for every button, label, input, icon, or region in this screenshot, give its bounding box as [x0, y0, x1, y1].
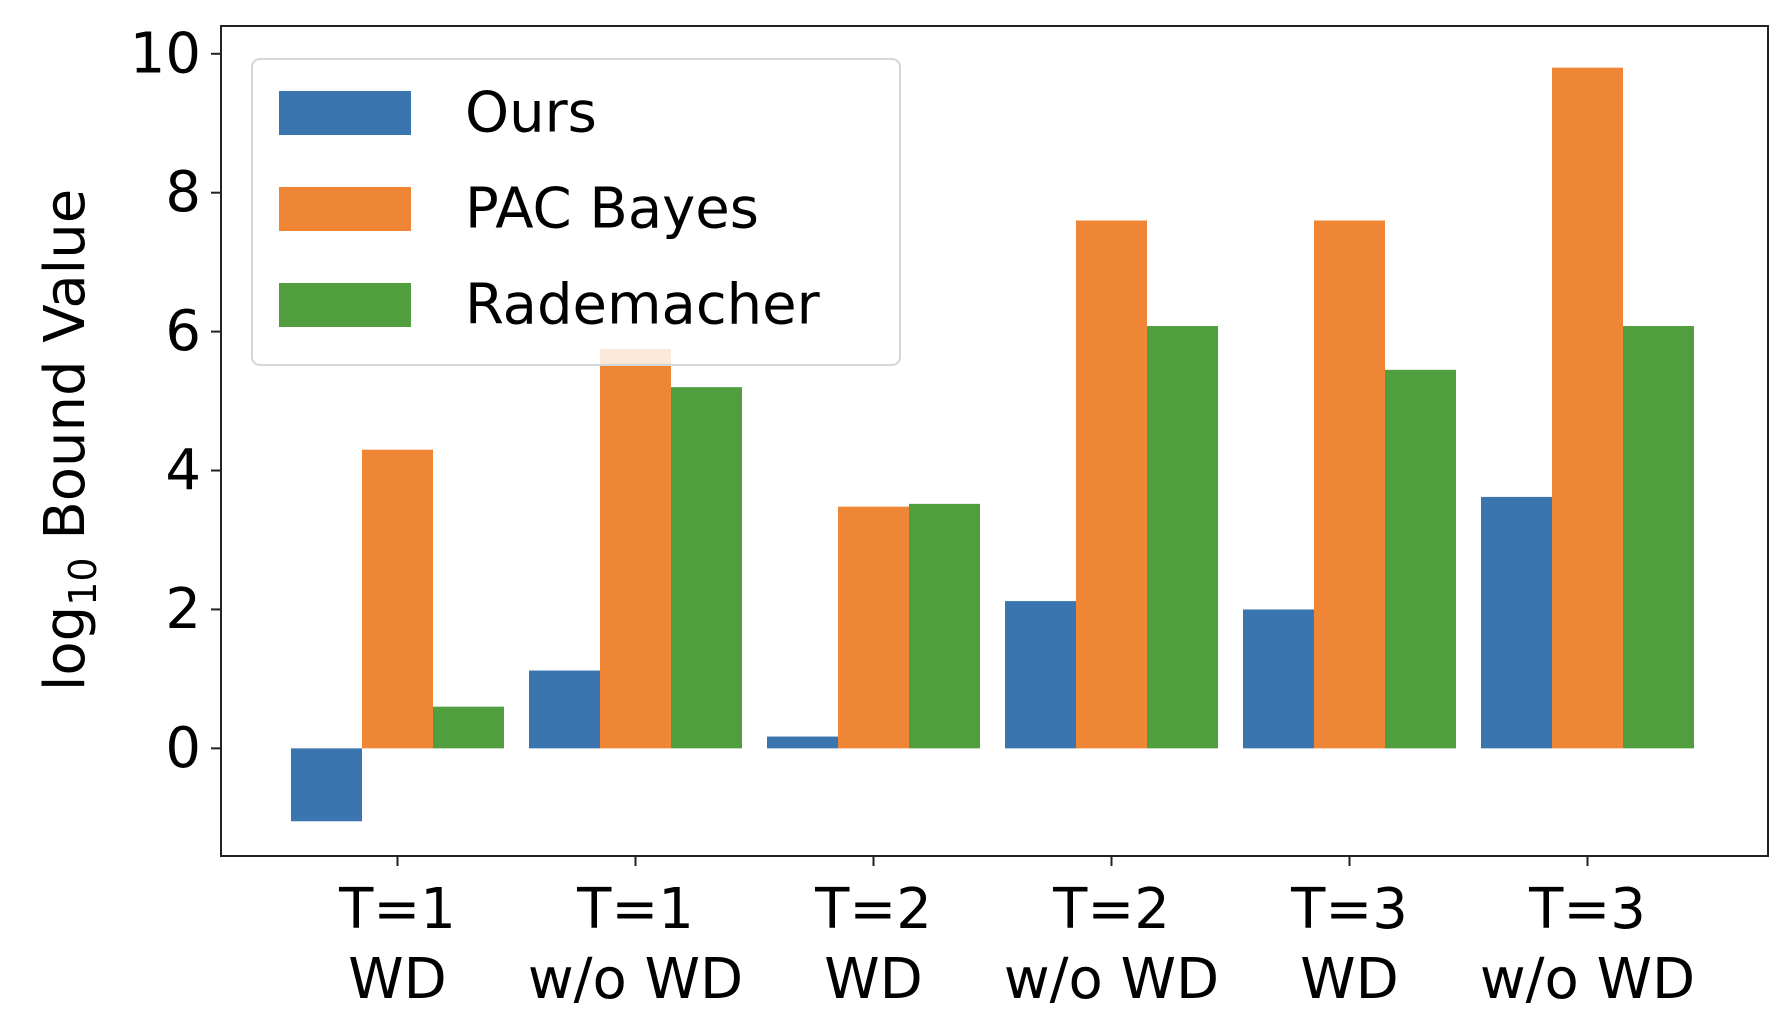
x-tick-label: WD — [1300, 947, 1399, 1012]
legend: Ours PAC Bayes Rademacher — [251, 58, 901, 366]
x-tick-label: w/o WD — [1480, 947, 1695, 1012]
y-tick-label: 8 — [165, 160, 201, 225]
y-axis-label: log10 Bound Value — [33, 189, 105, 691]
y-axis-label-rest: Bound Value — [33, 189, 98, 558]
bar-3-6 — [1623, 326, 1694, 749]
y-axis: 0 2 4 6 8 10 — [130, 21, 221, 781]
legend-label: PAC Bayes — [465, 177, 759, 242]
bar-2-2 — [600, 348, 671, 749]
x-tick-label: T=3 — [1290, 877, 1408, 942]
bar-1-4 — [1005, 601, 1076, 749]
x-tick-label: w/o WD — [528, 947, 743, 1012]
x-tick-label: T=2 — [814, 877, 932, 942]
bar-2-4 — [1076, 220, 1147, 749]
x-tick-label: T=1 — [338, 877, 456, 942]
bar-1-5 — [1243, 609, 1314, 749]
legend-swatch — [279, 283, 411, 327]
bar-1-6 — [1481, 496, 1552, 749]
bar-3-4 — [1147, 326, 1218, 749]
bar-2-1 — [362, 449, 433, 749]
bar-3-1 — [433, 706, 504, 749]
legend-label: Rademacher — [465, 273, 821, 338]
x-tick-label: T=3 — [1528, 877, 1646, 942]
bar-2-3 — [838, 506, 909, 749]
legend-box — [251, 58, 901, 366]
x-tick-label: T=2 — [1052, 877, 1170, 942]
bar-1-1 — [291, 748, 362, 822]
bar-1-2 — [529, 670, 600, 749]
x-tick-label: WD — [348, 947, 447, 1012]
bar-2-6 — [1552, 67, 1623, 749]
y-tick-label: 0 — [165, 716, 201, 781]
bar-2-5 — [1314, 220, 1385, 749]
bar-3-2 — [671, 387, 742, 749]
y-axis-label-subscript: 10 — [61, 557, 105, 605]
x-tick-label: T=1 — [576, 877, 694, 942]
x-tick-label: w/o WD — [1004, 947, 1219, 1012]
bar-3-3 — [909, 503, 980, 749]
y-tick-label: 6 — [165, 299, 201, 364]
bar-1-3 — [767, 736, 838, 749]
y-axis-label-main: log — [33, 606, 98, 691]
legend-label: Ours — [465, 81, 597, 146]
legend-swatch — [279, 91, 411, 135]
legend-swatch — [279, 187, 411, 231]
y-tick-label: 2 — [165, 577, 201, 642]
y-tick-label: 10 — [130, 21, 201, 86]
legend-items: Ours PAC Bayes Rademacher — [279, 81, 821, 338]
y-tick-label: 4 — [165, 438, 201, 503]
bars-layer — [291, 67, 1694, 822]
bar-3-5 — [1385, 369, 1456, 749]
plot-frame — [220, 25, 1769, 857]
x-tick-label: WD — [824, 947, 923, 1012]
